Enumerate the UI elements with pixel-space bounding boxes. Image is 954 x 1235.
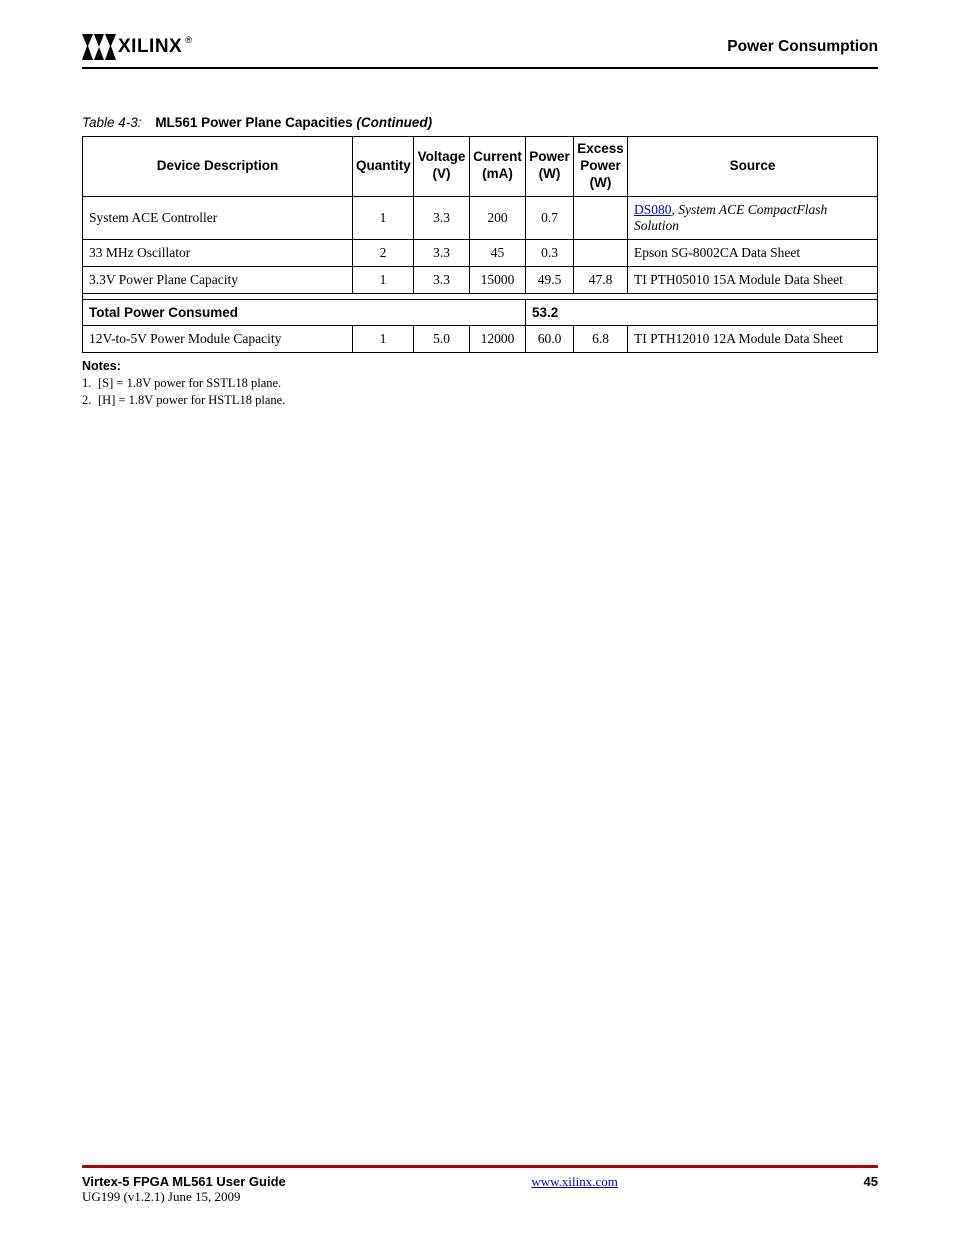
cell-power: 0.3 (526, 239, 574, 266)
caption-prefix: Table 4-3: (82, 115, 142, 130)
note-item: 1.[S] = 1.8V power for SSTL18 plane. (82, 376, 878, 391)
th-excess: Excess Power (W) (574, 137, 628, 197)
cell-source: Epson SG-8002CA Data Sheet (628, 239, 878, 266)
cell-voltage: 3.3 (414, 266, 470, 293)
cell-desc: System ACE Controller (83, 196, 353, 239)
th-voltage: Voltage (V) (414, 137, 470, 197)
th-qty: Quantity (353, 137, 414, 197)
footer-doc-sub: UG199 (v1.2.1) June 15, 2009 (82, 1189, 286, 1205)
footer-url-link[interactable]: www.xilinx.com (531, 1174, 618, 1189)
cell-power: 60.0 (526, 325, 574, 352)
table-row: 12V-to-5V Power Module Capacity 1 5.0 12… (83, 325, 878, 352)
footer-left: Virtex-5 FPGA ML561 User Guide UG199 (v1… (82, 1174, 286, 1205)
cell-voltage: 5.0 (414, 325, 470, 352)
cell-excess (574, 196, 628, 239)
total-label: Total Power Consumed (83, 299, 526, 325)
source-link[interactable]: DS080 (634, 202, 672, 217)
cell-power: 0.7 (526, 196, 574, 239)
xilinx-logo: XILINX ® (82, 34, 191, 60)
caption-suffix: (Continued) (353, 115, 432, 130)
cell-power: 49.5 (526, 266, 574, 293)
table-row: 3.3V Power Plane Capacity 1 3.3 15000 49… (83, 266, 878, 293)
note-text: [H] = 1.8V power for HSTL18 plane. (98, 393, 285, 407)
cell-current: 45 (470, 239, 526, 266)
cell-source: TI PTH12010 12A Module Data Sheet (628, 325, 878, 352)
cell-current: 12000 (470, 325, 526, 352)
note-item: 2.[H] = 1.8V power for HSTL18 plane. (82, 393, 878, 408)
note-text: [S] = 1.8V power for SSTL18 plane. (98, 376, 281, 390)
th-desc: Device Description (83, 137, 353, 197)
page-header: XILINX ® Power Consumption (82, 34, 878, 60)
cell-desc: 33 MHz Oscillator (83, 239, 353, 266)
th-source: Source (628, 137, 878, 197)
notes-section: Notes: 1.[S] = 1.8V power for SSTL18 pla… (82, 359, 878, 408)
cell-excess (574, 239, 628, 266)
cell-current: 200 (470, 196, 526, 239)
cell-desc: 12V-to-5V Power Module Capacity (83, 325, 353, 352)
cell-voltage: 3.3 (414, 239, 470, 266)
cell-desc: 3.3V Power Plane Capacity (83, 266, 353, 293)
page-footer: Virtex-5 FPGA ML561 User Guide UG199 (v1… (82, 1165, 878, 1205)
cell-qty: 1 (353, 196, 414, 239)
table-caption: Table 4-3: ML561 Power Plane Capacities … (82, 115, 878, 130)
xilinx-logo-icon (82, 34, 116, 60)
table-row: System ACE Controller 1 3.3 200 0.7 DS08… (83, 196, 878, 239)
cell-qty: 2 (353, 239, 414, 266)
caption-title: ML561 Power Plane Capacities (155, 115, 352, 130)
footer-rule (82, 1165, 878, 1168)
th-power: Power (W) (526, 137, 574, 197)
total-value: 53.2 (526, 299, 878, 325)
header-rule (82, 67, 878, 69)
table-header-row: Device Description Quantity Voltage (V) … (83, 137, 878, 197)
notes-heading: Notes: (82, 359, 878, 373)
cell-qty: 1 (353, 266, 414, 293)
cell-current: 15000 (470, 266, 526, 293)
footer-page-number: 45 (864, 1174, 878, 1189)
table-total-row: Total Power Consumed 53.2 (83, 299, 878, 325)
footer-center: www.xilinx.com (531, 1174, 618, 1190)
th-current: Current (mA) (470, 137, 526, 197)
cell-excess: 6.8 (574, 325, 628, 352)
footer-doc-title: Virtex-5 FPGA ML561 User Guide (82, 1174, 286, 1189)
cell-voltage: 3.3 (414, 196, 470, 239)
power-table: Device Description Quantity Voltage (V) … (82, 136, 878, 353)
logo-registered: ® (185, 35, 192, 45)
logo-text: XILINX (118, 36, 182, 58)
table-row: 33 MHz Oscillator 2 3.3 45 0.3 Epson SG-… (83, 239, 878, 266)
cell-source: DS080, System ACE CompactFlash Solution (628, 196, 878, 239)
cell-source: TI PTH05010 15A Module Data Sheet (628, 266, 878, 293)
cell-qty: 1 (353, 325, 414, 352)
section-title: Power Consumption (727, 38, 878, 56)
cell-excess: 47.8 (574, 266, 628, 293)
